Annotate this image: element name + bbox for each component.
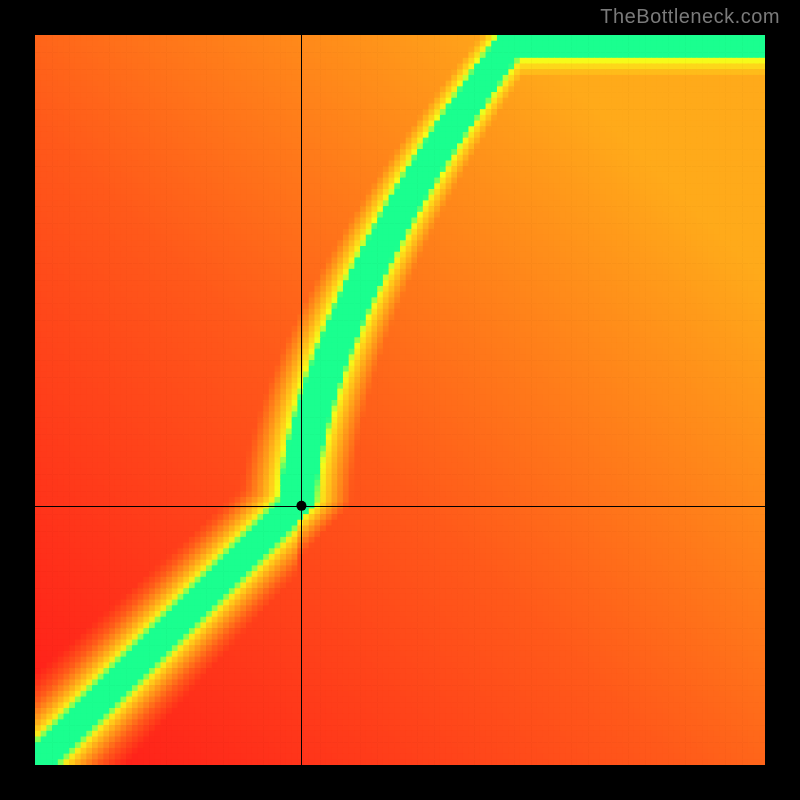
watermark-text: TheBottleneck.com	[600, 6, 780, 29]
plot-area	[35, 35, 765, 765]
chart-container: TheBottleneck.com	[0, 0, 800, 800]
heatmap-canvas	[35, 35, 765, 765]
